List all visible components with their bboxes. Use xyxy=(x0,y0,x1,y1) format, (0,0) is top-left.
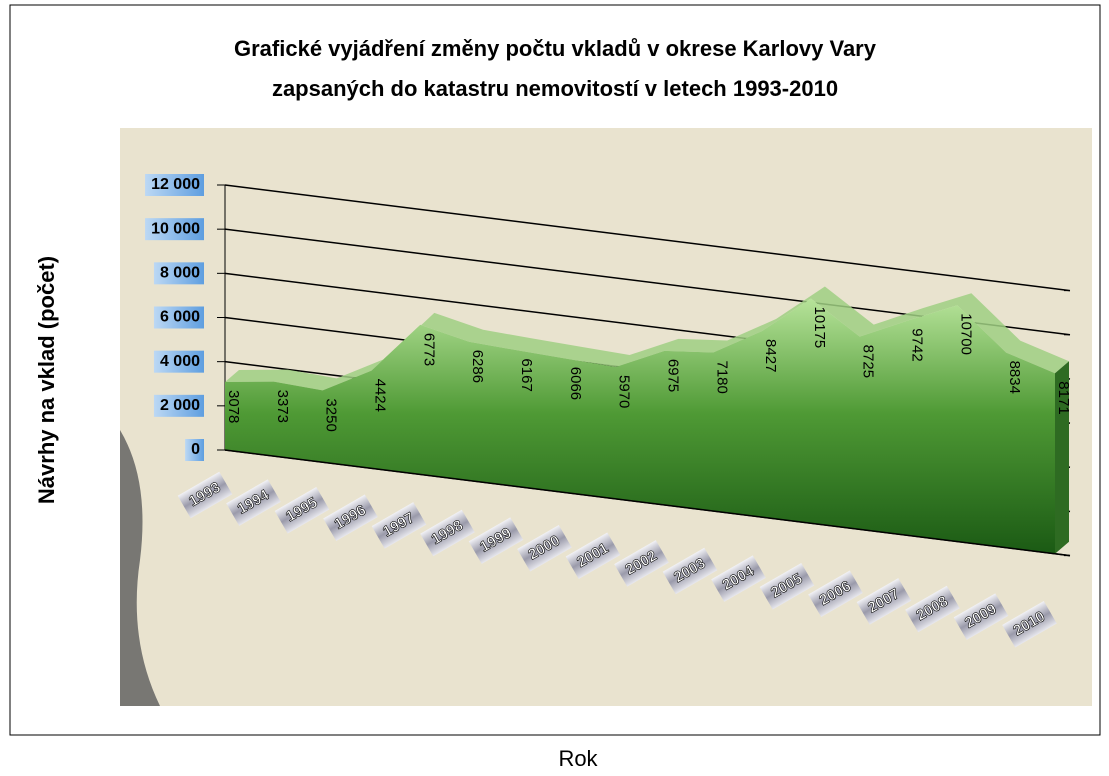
data-label: 6066 xyxy=(567,367,584,400)
data-label: 8171 xyxy=(1055,381,1072,414)
chart-subtitle: zapsaných do katastru nemovitostí v lete… xyxy=(272,76,838,101)
data-label: 3373 xyxy=(274,390,291,423)
y-tick-label: 6 000 xyxy=(160,309,200,326)
y-tick-label: 10 000 xyxy=(151,220,200,237)
data-label: 10175 xyxy=(811,307,828,349)
data-label: 10700 xyxy=(957,313,974,355)
y-axis-label: Návrhy na vklad (počet) xyxy=(34,256,59,504)
data-label: 3250 xyxy=(323,398,340,431)
y-tick-label: 8 000 xyxy=(160,265,200,282)
chart: Grafické vyjádření změny počtu vkladů v … xyxy=(0,0,1109,771)
data-label: 8427 xyxy=(762,339,779,372)
x-axis-label: Rok xyxy=(558,746,598,771)
data-label: 6773 xyxy=(420,333,437,366)
data-label: 6286 xyxy=(469,350,486,383)
data-label: 6975 xyxy=(664,359,681,392)
chart-title: Grafické vyjádření změny počtu vkladů v … xyxy=(234,36,877,61)
data-label: 5970 xyxy=(616,375,633,408)
data-label: 8834 xyxy=(1006,361,1023,394)
data-label: 9742 xyxy=(909,328,926,361)
data-label: 3078 xyxy=(225,390,242,423)
y-tick-label: 2 000 xyxy=(160,397,200,414)
data-label: 7180 xyxy=(713,360,730,393)
y-tick-label: 12 000 xyxy=(151,176,200,193)
y-tick-label: 0 xyxy=(191,441,200,458)
data-label: 8725 xyxy=(860,345,877,378)
data-label: 6167 xyxy=(518,358,535,391)
data-label: 4424 xyxy=(372,379,389,412)
y-tick-label: 4 000 xyxy=(160,353,200,370)
